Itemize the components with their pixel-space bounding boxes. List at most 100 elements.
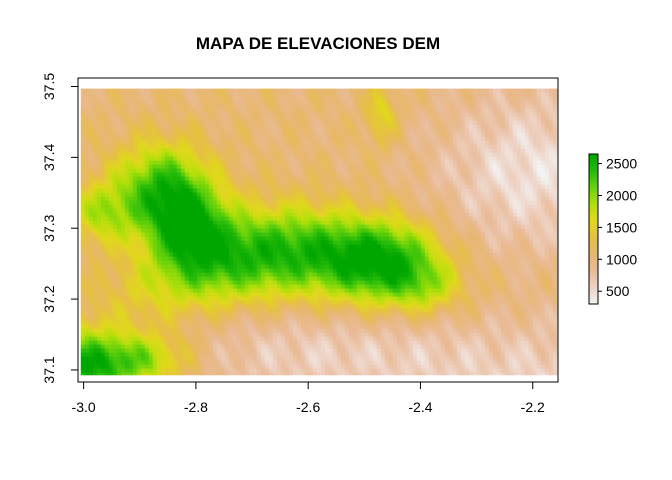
raster-cell bbox=[220, 228, 226, 233]
raster-cell bbox=[420, 208, 426, 213]
raster-cell bbox=[464, 220, 470, 225]
raster-cell bbox=[352, 112, 358, 117]
raster-cell bbox=[356, 164, 362, 169]
raster-cell bbox=[368, 100, 374, 105]
raster-cell bbox=[464, 216, 470, 221]
raster-cell bbox=[416, 248, 422, 253]
raster-cell bbox=[360, 92, 366, 97]
raster-cell bbox=[132, 160, 138, 165]
raster-cell bbox=[208, 136, 214, 141]
raster-cell bbox=[492, 248, 498, 253]
raster-cell bbox=[272, 132, 278, 137]
raster-cell bbox=[104, 120, 110, 125]
raster-cell bbox=[408, 220, 414, 225]
raster-cell bbox=[128, 196, 134, 201]
raster-cell bbox=[104, 144, 110, 149]
raster-cell bbox=[380, 132, 386, 137]
raster-cell bbox=[256, 208, 262, 213]
raster-cell bbox=[520, 208, 526, 213]
raster-cell bbox=[88, 200, 94, 205]
raster-cell bbox=[272, 124, 278, 129]
raster-cell bbox=[264, 188, 270, 193]
raster-cell bbox=[324, 140, 330, 145]
raster-cell bbox=[544, 136, 550, 141]
raster-cell bbox=[456, 100, 462, 105]
raster-cell bbox=[292, 124, 298, 129]
raster-cell bbox=[372, 228, 378, 233]
raster-cell bbox=[304, 108, 310, 113]
raster-cell bbox=[212, 244, 218, 249]
raster-cell bbox=[544, 216, 550, 221]
raster-cell bbox=[440, 124, 446, 129]
raster-cell bbox=[220, 144, 226, 149]
raster-cell bbox=[192, 208, 198, 213]
raster-cell bbox=[304, 204, 310, 209]
raster-cell bbox=[520, 112, 526, 117]
raster-cell bbox=[512, 116, 518, 121]
raster-cell bbox=[128, 156, 134, 161]
raster-cell bbox=[128, 164, 134, 169]
raster-cell bbox=[404, 192, 410, 197]
raster-cell bbox=[316, 144, 322, 149]
raster-cell bbox=[408, 196, 414, 201]
raster-cell bbox=[436, 204, 442, 209]
raster-cell bbox=[340, 252, 346, 257]
raster-cell bbox=[104, 240, 110, 245]
raster-cell bbox=[212, 240, 218, 245]
raster-cell bbox=[460, 144, 466, 149]
raster-cell bbox=[232, 96, 238, 101]
raster-cell bbox=[324, 188, 330, 193]
raster-cell bbox=[412, 224, 418, 229]
raster-cell bbox=[156, 192, 162, 197]
raster-cell bbox=[272, 240, 278, 245]
raster-cell bbox=[508, 144, 514, 149]
raster-cell bbox=[104, 116, 110, 121]
raster-cell bbox=[224, 244, 230, 249]
raster-cell bbox=[484, 144, 490, 149]
raster-cell bbox=[388, 192, 394, 197]
raster-cell bbox=[452, 208, 458, 213]
raster-cell bbox=[232, 120, 238, 125]
raster-cell bbox=[220, 160, 226, 165]
raster-cell bbox=[320, 92, 326, 97]
raster-cell bbox=[192, 228, 198, 233]
raster-cell bbox=[316, 240, 322, 245]
raster-cell bbox=[204, 220, 210, 225]
raster-cell bbox=[308, 196, 314, 201]
raster-cell bbox=[496, 168, 502, 173]
raster-cell bbox=[504, 136, 510, 141]
raster-cell bbox=[428, 104, 434, 109]
raster-cell bbox=[392, 104, 398, 109]
raster-cell bbox=[356, 172, 362, 177]
raster-cell bbox=[168, 232, 174, 237]
raster-cell bbox=[424, 96, 430, 101]
raster-cell bbox=[124, 164, 130, 169]
raster-cell bbox=[280, 128, 286, 133]
raster-cell bbox=[320, 176, 326, 181]
raster-cell bbox=[224, 140, 230, 145]
raster-cell bbox=[524, 136, 530, 141]
raster-cell bbox=[180, 172, 186, 177]
raster-cell bbox=[160, 132, 166, 137]
raster-cell bbox=[512, 96, 518, 101]
raster-cell bbox=[284, 224, 290, 229]
raster-cell bbox=[144, 228, 150, 233]
raster-cell bbox=[244, 104, 250, 109]
raster-cell bbox=[100, 184, 106, 189]
raster-cell bbox=[224, 172, 230, 177]
raster-cell bbox=[544, 124, 550, 129]
raster-cell bbox=[320, 132, 326, 137]
raster-cell bbox=[312, 184, 318, 189]
raster-cell bbox=[124, 120, 130, 125]
raster-cell bbox=[160, 128, 166, 133]
raster-cell bbox=[372, 108, 378, 113]
raster-cell bbox=[276, 180, 282, 185]
raster-cell bbox=[288, 156, 294, 161]
raster-cell bbox=[372, 168, 378, 173]
raster-cell bbox=[508, 104, 514, 109]
raster-cell bbox=[144, 140, 150, 145]
raster-cell bbox=[484, 152, 490, 157]
raster-cell bbox=[308, 140, 314, 145]
raster-cell bbox=[512, 188, 518, 193]
raster-cell bbox=[212, 180, 218, 185]
